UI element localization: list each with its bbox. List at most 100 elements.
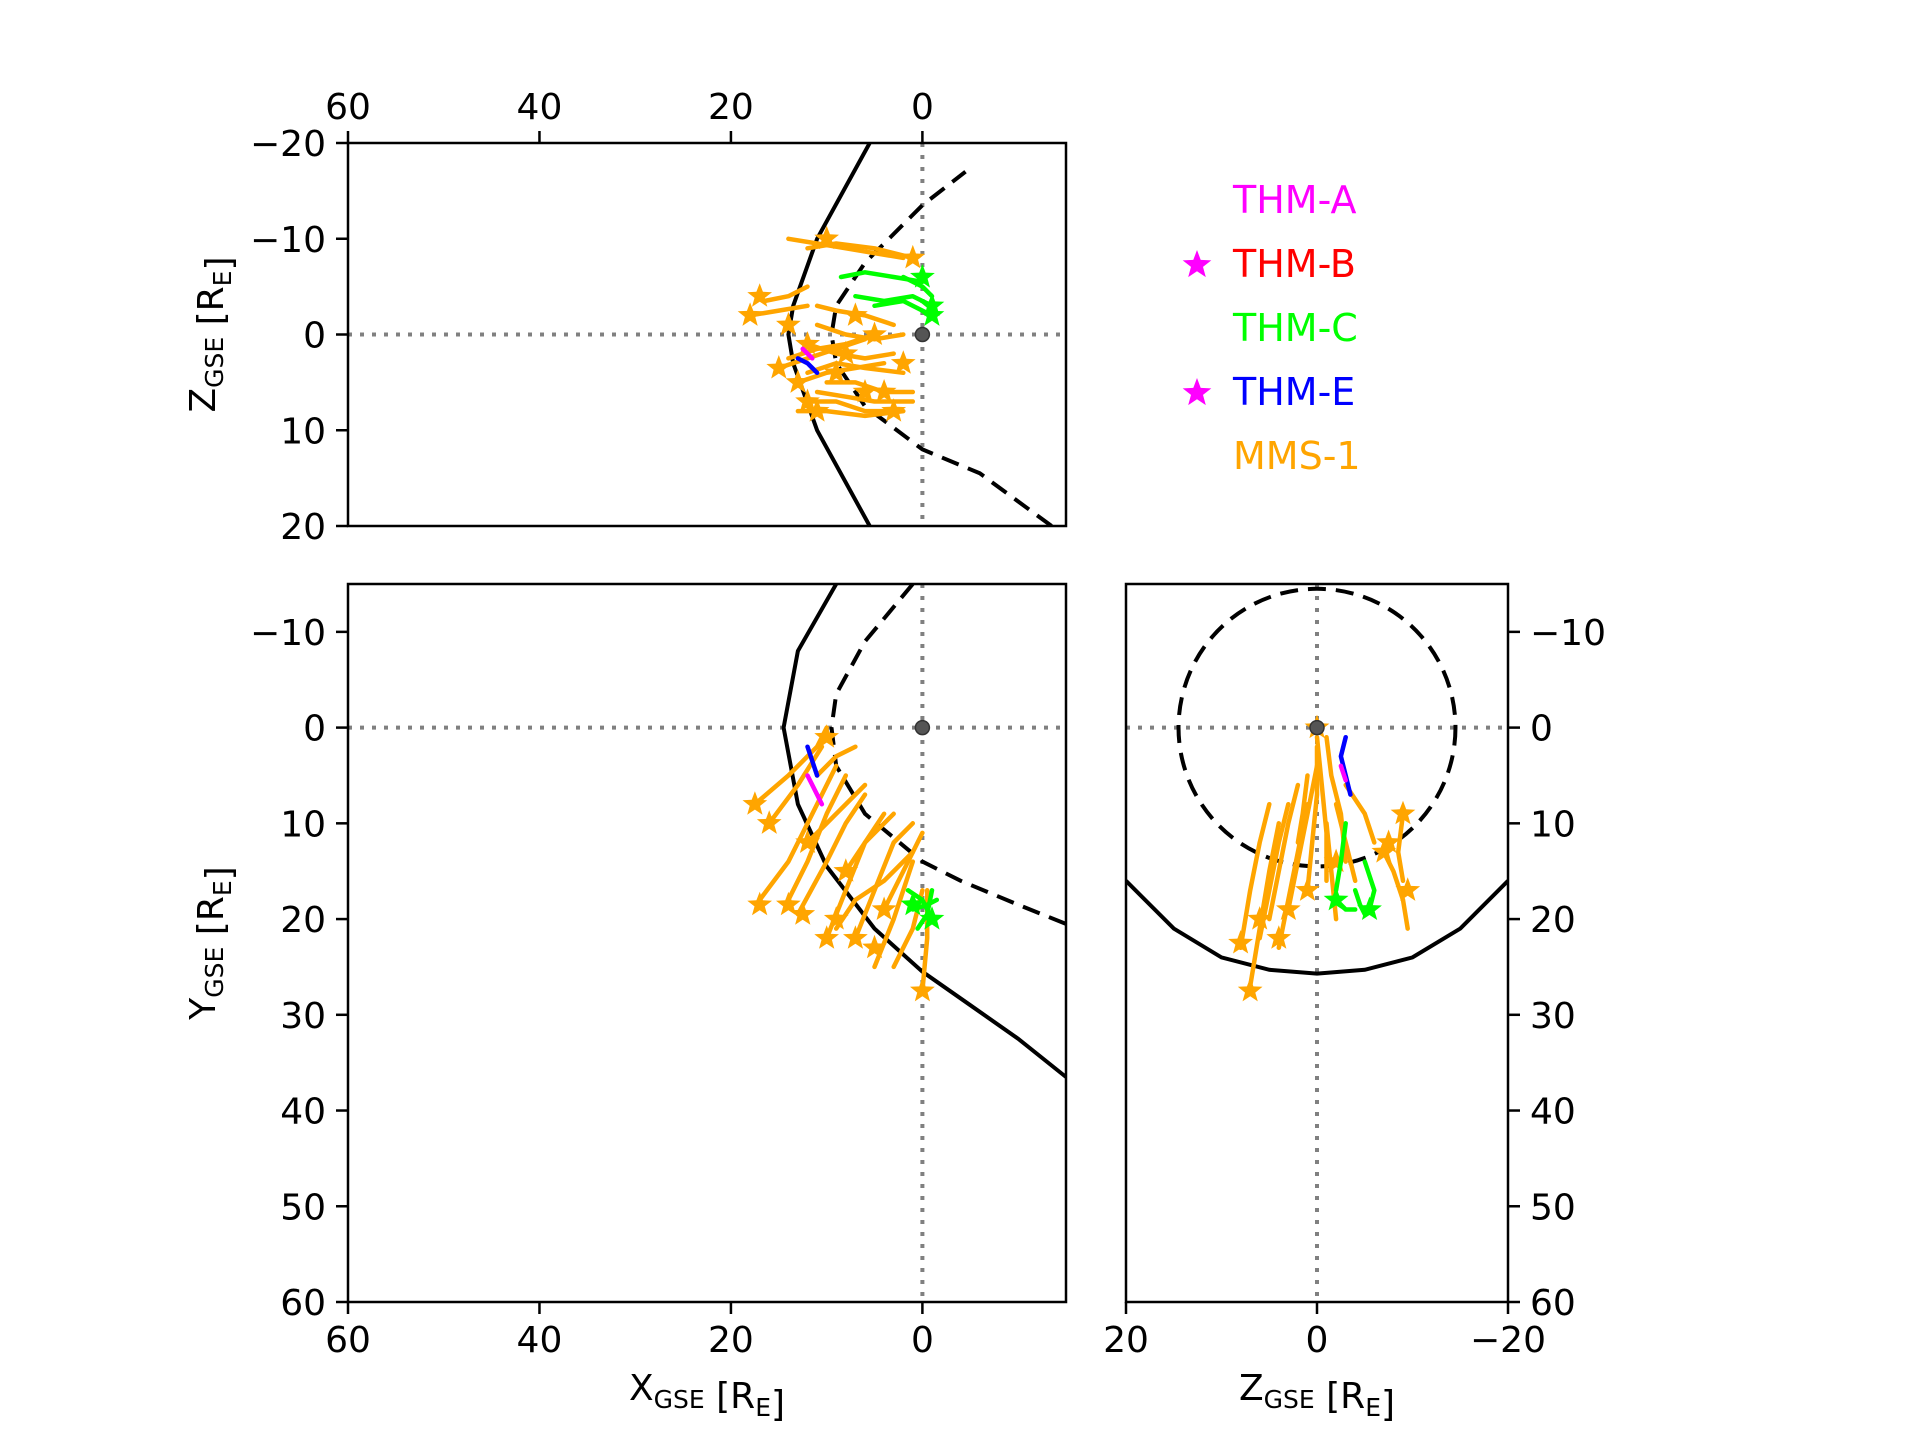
x-tick-label: 0: [1306, 1320, 1329, 1361]
trajectory-segment: [1352, 888, 1368, 917]
series-0: [737, 225, 926, 422]
legend-label: THM-E: [1232, 370, 1355, 414]
axes-frame: [346, 141, 1068, 528]
trajectory-star: [1390, 800, 1416, 825]
series-1: [1323, 821, 1382, 920]
trajectory-segment: [795, 356, 820, 376]
series-3: [1338, 763, 1348, 783]
trajectory-segment: [805, 773, 825, 807]
y-tick-label: 50: [1530, 1187, 1576, 1228]
earth-marker: [914, 719, 931, 736]
earth-marker: [1309, 719, 1325, 736]
y-tick-label: 60: [280, 1283, 326, 1324]
trajectory-star: [843, 925, 868, 949]
trajectory-star: [742, 791, 768, 815]
trajectory-segment: [1267, 782, 1301, 922]
x-axis-label: ZGSE [RE]: [1239, 1368, 1395, 1425]
trajectory-segment: [1286, 763, 1320, 912]
legend-star-icon: [1182, 378, 1212, 406]
trajectory-segment: [805, 782, 868, 845]
legend-star-icon: [1182, 250, 1212, 278]
trajectory-segment: [843, 811, 896, 874]
trajectory-segment: [1257, 801, 1291, 941]
series-3: [805, 773, 825, 807]
trajectory-star: [843, 302, 868, 326]
magnetopause-boundary: [829, 170, 1053, 526]
y-tick-label: 30: [1530, 996, 1576, 1037]
trajectory-star: [900, 244, 926, 269]
trajectory-star: [795, 829, 820, 853]
y-tick-label: 40: [1530, 1092, 1576, 1133]
magnetopause-boundary: [829, 584, 1066, 926]
trajectory-star: [871, 896, 897, 920]
trajectory-segment: [1381, 849, 1410, 931]
legend-label: THM-C: [1232, 306, 1358, 350]
trajectory-star: [823, 359, 849, 384]
series-3: [800, 346, 815, 361]
trajectory-segment: [762, 284, 810, 304]
x-tick-label: 0: [911, 87, 934, 128]
x-tick-label: 20: [708, 87, 754, 128]
trajectory-star: [910, 977, 935, 1002]
trajectory-star: [1323, 848, 1349, 873]
bow-shock-boundary: [1126, 879, 1508, 976]
y-tick-label: 0: [303, 709, 326, 750]
trajectory-star: [852, 379, 878, 403]
y-tick-label: 0: [1530, 709, 1553, 750]
x-tick-label: 60: [325, 87, 371, 128]
x-tick-label: 0: [911, 1320, 934, 1361]
trajectory-star: [776, 891, 801, 916]
trajectory-star: [804, 398, 830, 422]
trajectory-segment: [1247, 821, 1282, 989]
trajectory-segment: [786, 236, 906, 261]
trajectory-segment: [853, 293, 935, 309]
trajectory-star: [1247, 906, 1273, 930]
trajectory-segment: [805, 744, 820, 778]
trajectory-star: [795, 388, 820, 412]
trajectory-star: [737, 302, 763, 326]
panel-zy: 20 0 −20 −10 0 10 20 30 40 50 60 ZGSE [RE]: [1103, 582, 1606, 1425]
trajectory-star: [1276, 896, 1301, 920]
x-tick-label: 60: [325, 1320, 371, 1361]
trajectory-star: [862, 321, 887, 345]
trajectory-star: [747, 891, 772, 916]
trajectory-star: [814, 724, 839, 748]
magnetopause-boundary: [1176, 586, 1458, 869]
trajectory-segment: [814, 744, 858, 778]
plot-area: [348, 584, 1066, 1302]
trajectory-star: [1295, 877, 1320, 901]
trajectory-star: [871, 379, 897, 403]
y-tick-label: 30: [280, 996, 326, 1037]
trajectory-star: [881, 398, 906, 422]
trajectory-segment: [901, 274, 935, 299]
series-0: [1228, 714, 1421, 1002]
x-tick-label: 20: [708, 1320, 754, 1361]
y-tick-label: 10: [280, 411, 326, 452]
trajectory-star: [747, 283, 772, 307]
trajectory-star: [900, 891, 926, 916]
trajectory-segment: [853, 821, 916, 941]
trajectory-star: [1323, 886, 1349, 911]
bow-shock-boundary: [781, 584, 1066, 1079]
series-1: [900, 888, 945, 931]
y-tick-label: 10: [280, 804, 326, 845]
series-2: [1338, 734, 1353, 797]
trajectory-star: [833, 340, 859, 365]
trajectory-star: [833, 858, 859, 882]
legend-label: MMS-1: [1233, 434, 1361, 478]
panel-xz: 60 40 20 0 −20 −10 0 10 20 ZGSE [RE]: [183, 87, 1068, 548]
series-0: [742, 724, 935, 1002]
trajectory-star: [862, 934, 887, 959]
trajectory-star: [919, 906, 945, 930]
trajectory-star: [823, 906, 849, 930]
trajectory-star: [1376, 829, 1401, 853]
y-tick-label: 60: [1530, 1283, 1576, 1324]
trajectory-star: [814, 225, 839, 250]
trajectory-star: [1237, 977, 1263, 1002]
x-tick-label: −20: [1470, 1320, 1546, 1361]
trajectory-segment: [1338, 734, 1353, 797]
trajectory-star: [910, 264, 935, 288]
y-tick-label: −20: [250, 124, 326, 165]
trajectory-star: [1357, 896, 1382, 920]
trajectory-star: [766, 355, 792, 379]
